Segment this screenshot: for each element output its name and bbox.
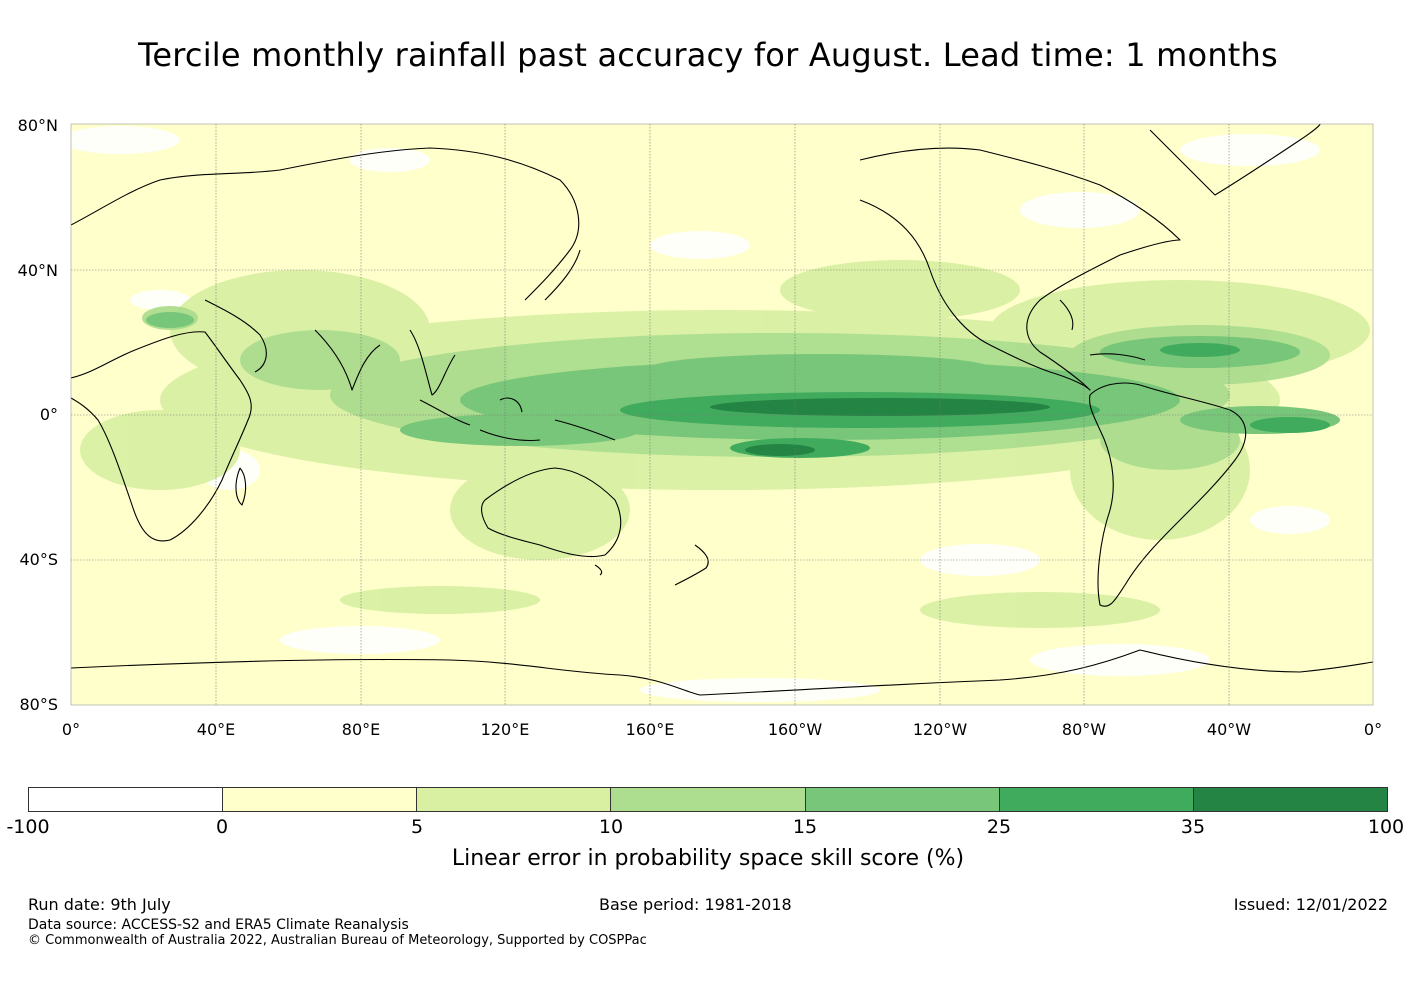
colorbar-segment xyxy=(805,788,1000,811)
colorbar-label: Linear error in probability space skill … xyxy=(451,846,965,871)
lon-label-0-west: 0° xyxy=(61,720,81,739)
issued-date: Issued: 12/01/2022 xyxy=(1233,895,1388,914)
colorbar-tick: 15 xyxy=(792,816,818,838)
lon-label-40e: 40°E xyxy=(196,720,236,739)
lon-label-0-east: 0° xyxy=(1363,720,1383,739)
skill-35-100 xyxy=(710,398,1050,456)
lat-label-80s: 80°S xyxy=(19,695,58,714)
coastlines xyxy=(71,124,1373,696)
run-date: Run date: 9th July xyxy=(28,895,171,914)
colorbar-tick: 25 xyxy=(986,816,1012,838)
lat-label-40s: 40°S xyxy=(19,550,58,569)
copyright: © Commonwealth of Australia 2022, Austra… xyxy=(28,933,647,948)
map-title: Tercile monthly rainfall past accuracy f… xyxy=(138,36,1278,74)
lon-label-120w: 120°W xyxy=(912,720,968,739)
lon-label-160e: 160°E xyxy=(625,720,675,739)
colorbar-tick: 10 xyxy=(598,816,624,838)
lon-label-80w: 80°W xyxy=(1061,720,1107,739)
colorbar-tick: -100 xyxy=(6,816,50,838)
colorbar-tick: 5 xyxy=(410,816,424,838)
negative-skill-patches xyxy=(71,126,1330,702)
colorbar-tick: 100 xyxy=(1367,816,1405,838)
colorbar xyxy=(28,787,1388,812)
lon-label-120e: 120°E xyxy=(480,720,530,739)
lon-label-40w: 40°W xyxy=(1206,720,1252,739)
graticule xyxy=(71,124,1373,705)
skill-map xyxy=(70,123,1374,706)
map-frame xyxy=(70,123,1374,706)
colorbar-segment xyxy=(999,788,1194,811)
colorbar-segment xyxy=(1193,788,1387,811)
colorbar-segment xyxy=(417,788,612,811)
colorbar-tick: 0 xyxy=(215,816,229,838)
lon-label-80e: 80°E xyxy=(341,720,381,739)
base-period: Base period: 1981-2018 xyxy=(599,895,792,914)
lat-label-40n: 40°N xyxy=(17,261,58,280)
colorbar-segment xyxy=(611,788,806,811)
lat-label-0: 0° xyxy=(39,405,58,424)
lon-label-160w: 160°W xyxy=(767,720,823,739)
data-source: Data source: ACCESS-S2 and ERA5 Climate … xyxy=(28,917,409,933)
lat-label-80n: 80°N xyxy=(17,116,58,135)
colorbar-segment xyxy=(29,788,224,811)
colorbar-segment xyxy=(223,788,418,811)
colorbar-tick: 35 xyxy=(1180,816,1206,838)
